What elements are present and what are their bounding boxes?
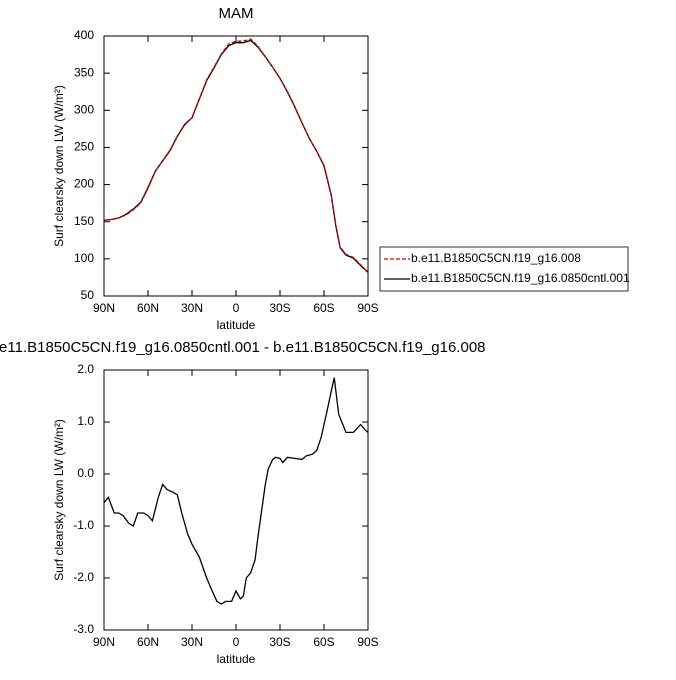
y-tick-label: 100	[74, 251, 94, 265]
y-tick-label: 1.0	[77, 414, 94, 428]
x-tick-label: 0	[233, 301, 240, 315]
data-line	[103, 38, 369, 273]
x-tick-label: 90S	[357, 301, 378, 315]
legend-box	[379, 246, 629, 292]
x-tick-label: 30S	[269, 301, 290, 315]
x-tick-label: 90S	[357, 635, 378, 649]
x-tick-label: 30N	[181, 635, 203, 649]
x-axis-label: latitude	[217, 652, 256, 666]
x-tick-label: 60N	[137, 635, 159, 649]
y-tick-label: 150	[74, 214, 94, 228]
data-line	[103, 377, 369, 605]
y-tick-label: 50	[81, 288, 95, 302]
x-tick-label: 90N	[93, 635, 115, 649]
chart-title: b.e11.B1850C5CN.f19_g16.0850cntl.001 - b…	[0, 339, 485, 356]
y-tick-label: 200	[74, 177, 94, 191]
y-tick-label: 0.0	[77, 466, 94, 480]
y-axis-label: Surf clearsky down LW (W/m²)	[52, 85, 66, 247]
x-tick-label: 60S	[313, 635, 334, 649]
x-tick-label: 0	[233, 635, 240, 649]
legend-label: b.e11.B1850C5CN.f19_g16.008	[411, 251, 581, 265]
y-tick-label: -3.0	[73, 622, 94, 636]
plot-frame	[103, 35, 369, 297]
y-tick-label: 2.0	[77, 362, 94, 376]
x-tick-label: 30S	[269, 635, 290, 649]
data-line	[103, 39, 369, 273]
y-tick-label: -2.0	[73, 570, 94, 584]
legend-label: b.e11.B1850C5CN.f19_g16.0850cntl.001	[411, 271, 630, 285]
chart-title: MAM	[219, 5, 254, 22]
x-tick-label: 90N	[93, 301, 115, 315]
x-tick-label: 30N	[181, 301, 203, 315]
y-tick-label: 250	[74, 140, 94, 154]
y-tick-label: 300	[74, 102, 94, 116]
y-tick-label: 400	[74, 28, 94, 42]
x-tick-label: 60N	[137, 301, 159, 315]
x-axis-label: latitude	[217, 318, 256, 332]
y-tick-label: -1.0	[73, 518, 94, 532]
y-tick-label: 350	[74, 65, 94, 79]
x-tick-label: 60S	[313, 301, 334, 315]
y-axis-label: Surf clearsky down LW (W/m²)	[52, 419, 66, 581]
